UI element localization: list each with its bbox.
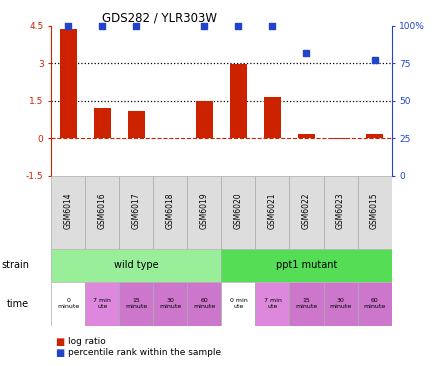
Bar [264, 97, 281, 138]
Text: strain: strain [1, 260, 29, 270]
Point [269, 23, 276, 29]
Text: 7 min
ute: 7 min ute [93, 298, 111, 309]
Bar [128, 111, 145, 138]
Point [303, 50, 310, 56]
Bar [51, 282, 85, 326]
Bar [153, 282, 187, 326]
Text: ppt1 mutant: ppt1 mutant [276, 260, 337, 270]
Bar [358, 282, 392, 326]
Bar [119, 282, 153, 326]
Text: 0
minute: 0 minute [57, 298, 79, 309]
Bar [255, 282, 290, 326]
Text: time: time [7, 299, 29, 309]
Bar [366, 134, 383, 138]
Bar [222, 282, 255, 326]
Text: percentile rank within the sample: percentile rank within the sample [68, 348, 221, 357]
Text: GSM6019: GSM6019 [200, 193, 209, 229]
Text: GSM6014: GSM6014 [64, 193, 73, 229]
Bar [290, 176, 324, 249]
Text: 60
minute: 60 minute [364, 298, 386, 309]
Bar [222, 176, 255, 249]
Text: 7 min
ute: 7 min ute [263, 298, 281, 309]
Text: 0 min
ute: 0 min ute [230, 298, 247, 309]
Text: log ratio: log ratio [68, 337, 106, 346]
Bar [196, 101, 213, 138]
Bar [255, 176, 290, 249]
Point [99, 23, 106, 29]
Bar [187, 176, 222, 249]
Text: 60
minute: 60 minute [193, 298, 215, 309]
Bar [85, 282, 119, 326]
Point [133, 23, 140, 29]
Bar [324, 176, 358, 249]
Bar [324, 282, 358, 326]
Bar [51, 249, 222, 282]
Text: GSM6017: GSM6017 [132, 193, 141, 229]
Text: GSM6016: GSM6016 [98, 193, 107, 229]
Point [201, 23, 208, 29]
Bar [332, 138, 349, 139]
Text: GSM6022: GSM6022 [302, 193, 311, 229]
Text: GSM6021: GSM6021 [268, 193, 277, 229]
Text: GDS282 / YLR303W: GDS282 / YLR303W [102, 11, 217, 25]
Bar [60, 29, 77, 138]
Text: GSM6023: GSM6023 [336, 193, 345, 229]
Bar [298, 134, 315, 138]
Bar [187, 282, 222, 326]
Text: wild type: wild type [114, 260, 158, 270]
Text: 15
minute: 15 minute [295, 298, 318, 309]
Bar [153, 176, 187, 249]
Text: 15
minute: 15 minute [125, 298, 147, 309]
Text: 30
minute: 30 minute [159, 298, 182, 309]
Point [371, 57, 378, 63]
Text: ■: ■ [56, 348, 65, 358]
Point [235, 23, 242, 29]
Bar [119, 176, 153, 249]
Text: GSM6020: GSM6020 [234, 193, 243, 229]
Text: GSM6018: GSM6018 [166, 193, 175, 229]
Bar [222, 249, 392, 282]
Bar [85, 176, 119, 249]
Text: GSM6015: GSM6015 [370, 193, 379, 229]
Text: ■: ■ [56, 337, 65, 347]
Point [65, 23, 72, 29]
Text: 30
minute: 30 minute [329, 298, 352, 309]
Bar [51, 176, 85, 249]
Bar [230, 64, 247, 138]
Bar [290, 282, 324, 326]
Bar [358, 176, 392, 249]
Bar [94, 108, 111, 138]
